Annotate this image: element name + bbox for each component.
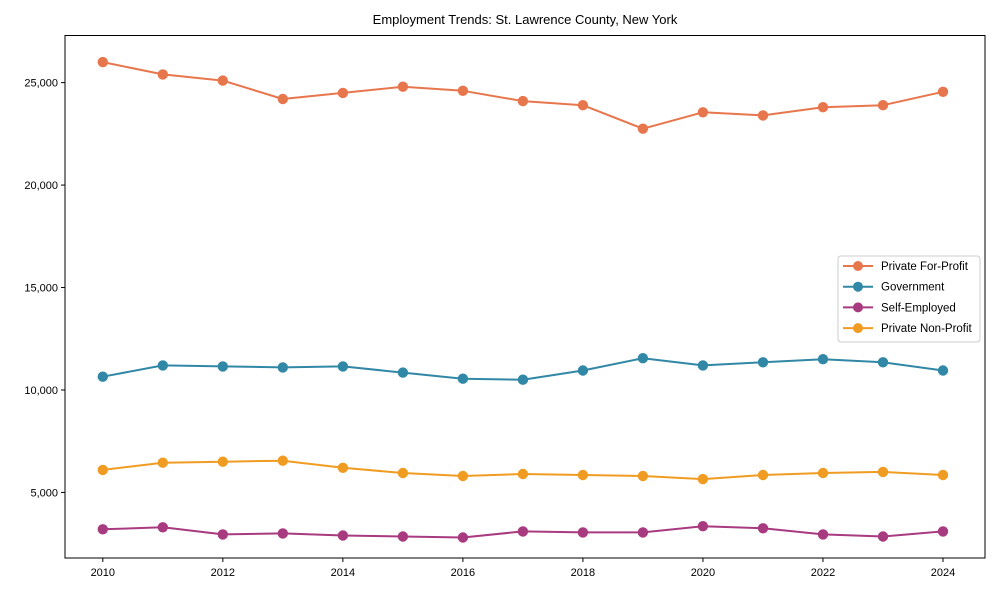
- data-point-marker: [157, 457, 168, 468]
- y-tick-label: 15,000: [24, 283, 58, 295]
- x-tick-label: 2016: [451, 567, 475, 579]
- data-point-marker: [277, 455, 288, 466]
- x-axis: 2010 2012 2014 2016 2018 2020 2022 2024: [91, 558, 955, 579]
- data-point-marker: [577, 100, 589, 111]
- data-point-marker: [937, 86, 949, 98]
- legend-box: [837, 255, 981, 343]
- data-point-marker: [757, 110, 769, 121]
- data-point-marker: [337, 462, 349, 473]
- legend-marker: [853, 302, 863, 313]
- data-point-marker: [457, 470, 469, 482]
- data-point-marker: [697, 360, 709, 371]
- data-point-marker: [97, 524, 109, 535]
- legend-entry-private-non-profit: Private Non-Profit: [843, 323, 973, 335]
- y-tick-label: 20,000: [24, 180, 58, 192]
- data-point-marker: [757, 469, 769, 481]
- series-private-non-profit: [97, 455, 949, 485]
- data-point-marker: [637, 123, 649, 134]
- data-point-marker: [577, 527, 589, 538]
- data-point-marker: [517, 374, 529, 385]
- data-point-marker: [877, 531, 889, 542]
- data-point-marker: [217, 75, 228, 86]
- data-point-marker: [277, 362, 288, 373]
- data-point-marker: [517, 95, 529, 107]
- data-point-marker: [397, 367, 409, 378]
- data-point-marker: [457, 85, 469, 97]
- x-tick-label: 2018: [571, 567, 595, 579]
- data-point-marker: [397, 81, 409, 92]
- data-point-marker: [697, 107, 709, 118]
- data-point-marker: [577, 365, 589, 376]
- data-point-marker: [217, 361, 228, 372]
- data-point-marker: [817, 354, 829, 365]
- x-tick-label: 2010: [91, 567, 115, 579]
- data-point-marker: [217, 456, 228, 467]
- data-point-marker: [217, 529, 228, 540]
- data-point-marker: [817, 102, 829, 113]
- data-point-marker: [937, 365, 949, 376]
- data-point-marker: [757, 357, 769, 368]
- data-point-marker: [877, 466, 889, 478]
- data-point-marker: [337, 87, 349, 99]
- legend-marker: [853, 323, 863, 334]
- series-line: [101, 61, 944, 130]
- data-point-marker: [937, 469, 949, 481]
- data-point-marker: [637, 353, 649, 364]
- y-axis: 5,000 10,000 15,000 20,000 25,000: [24, 78, 65, 499]
- plot-root: 2010 2012 2014 2016 2018 2020 2022 2024 5,000 10,…: [24, 35, 986, 579]
- data-point-marker: [277, 93, 288, 105]
- series-private-for-profit: [97, 56, 949, 134]
- data-point-marker: [157, 522, 168, 533]
- data-point-marker: [397, 467, 409, 479]
- x-tick-label: 2014: [331, 567, 355, 579]
- data-point-marker: [97, 464, 109, 476]
- data-point-marker: [637, 527, 649, 538]
- legend-entry-government: Government: [843, 281, 945, 294]
- chart-title: Employment Trends: St. Lawrence County, …: [373, 12, 678, 27]
- legend-marker: [853, 281, 863, 292]
- legend: Private For-Profit Government Self-Employe…: [837, 255, 981, 343]
- data-point-marker: [457, 373, 469, 384]
- data-point-marker: [337, 530, 349, 541]
- data-point-marker: [757, 523, 769, 534]
- data-point-marker: [517, 468, 529, 480]
- legend-label: Government: [881, 282, 945, 294]
- data-point-marker: [457, 532, 469, 543]
- data-point-marker: [157, 69, 168, 80]
- data-point-marker: [877, 100, 889, 111]
- data-point-marker: [817, 529, 829, 540]
- data-point-marker: [97, 371, 109, 382]
- x-tick-label: 2024: [931, 567, 955, 579]
- data-point-marker: [877, 357, 889, 368]
- data-point-marker: [337, 361, 349, 372]
- data-point-marker: [157, 360, 168, 371]
- data-point-marker: [277, 528, 288, 539]
- series-self-employed: [97, 521, 949, 543]
- x-tick-label: 2022: [811, 567, 835, 579]
- plot-frame: [64, 35, 986, 559]
- legend-entry-self-employed: Self-Employed: [843, 302, 956, 314]
- data-point-marker: [937, 526, 949, 537]
- series-government: [97, 353, 949, 385]
- legend-entry-private-for-profit: Private For-Profit: [843, 261, 969, 273]
- x-tick-label: 2020: [691, 567, 715, 579]
- data-point-marker: [517, 526, 529, 537]
- data-point-marker: [697, 521, 709, 532]
- legend-label: Self-Employed: [881, 302, 956, 314]
- data-point-marker: [397, 531, 409, 542]
- legend-label: Private For-Profit: [881, 261, 969, 273]
- data-point-marker: [577, 469, 589, 481]
- y-tick-label: 25,000: [24, 78, 58, 90]
- data-point-marker: [817, 467, 829, 479]
- data-point-marker: [697, 473, 709, 485]
- y-tick-label: 10,000: [24, 385, 58, 397]
- data-point-marker: [637, 470, 649, 482]
- y-tick-label: 5,000: [30, 487, 58, 499]
- data-point-marker: [97, 56, 109, 68]
- legend-label: Private Non-Profit: [881, 323, 973, 335]
- x-tick-label: 2012: [211, 567, 235, 579]
- legend-marker: [853, 261, 863, 271]
